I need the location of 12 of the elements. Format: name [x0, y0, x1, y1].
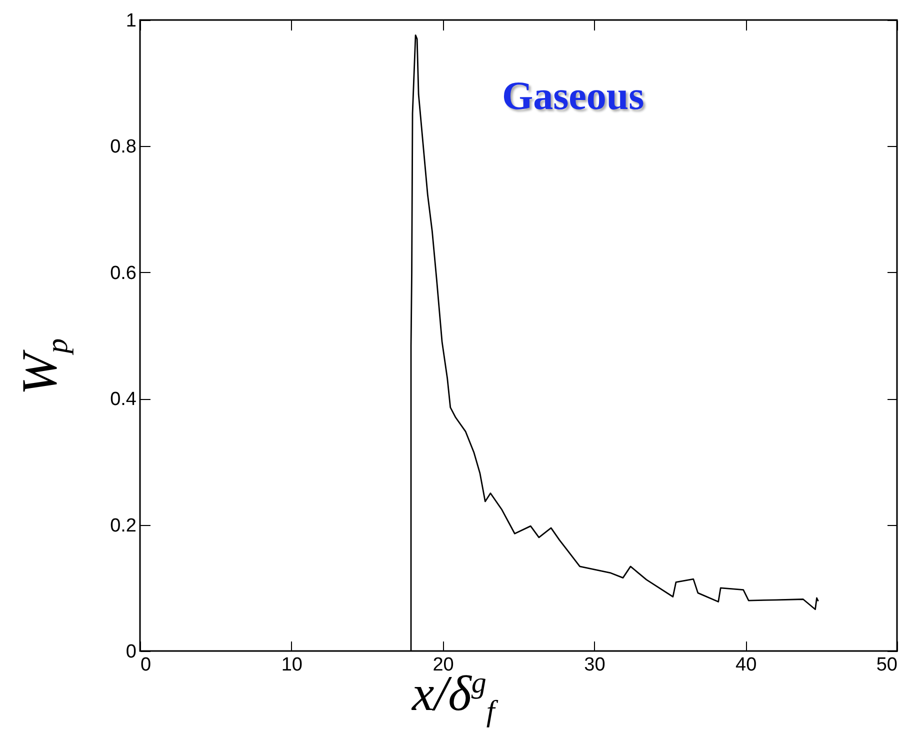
x-tick-label: 10 [281, 654, 302, 676]
annotation: Gaseous [502, 72, 644, 119]
x-tick-label: 30 [584, 654, 606, 676]
y-tick-label: 0.2 [110, 515, 136, 536]
y-tick-label: 0.8 [110, 136, 136, 158]
y-tick-label: 0.6 [110, 262, 136, 284]
x-tick-label: 0 [140, 654, 152, 676]
x-tick-label: 50 [876, 654, 898, 676]
x-tick-label: 40 [736, 654, 757, 676]
y-tick-label: 0.4 [110, 389, 137, 410]
y-tick-label: 1 [126, 10, 136, 32]
y-tick-label: 0 [126, 642, 136, 662]
